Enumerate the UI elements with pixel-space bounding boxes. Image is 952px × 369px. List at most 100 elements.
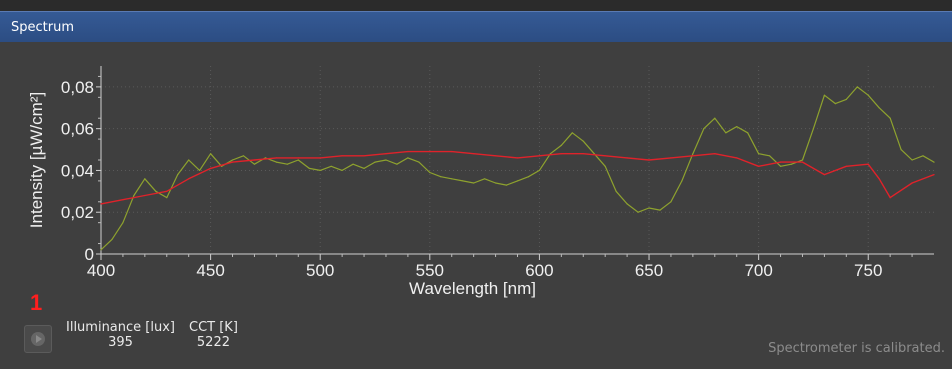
data-point-measured [922, 155, 924, 157]
data-point-measured [604, 165, 606, 167]
data-point-reference [516, 157, 519, 159]
data-point-measured [769, 155, 771, 157]
data-point-reference [231, 161, 234, 163]
data-point-measured [495, 182, 497, 184]
data-point-measured [210, 153, 212, 155]
data-point-measured [900, 149, 902, 151]
data-point-measured [199, 169, 201, 171]
data-point-measured [440, 176, 442, 178]
y-tick-label: 0,04 [61, 161, 94, 180]
data-point-reference [385, 153, 387, 155]
data-point-reference [144, 194, 146, 197]
data-point-measured [714, 117, 716, 119]
data-point-measured [878, 107, 880, 109]
data-point-measured [155, 190, 157, 192]
y-axis-label: Intensity [µW/cm²] [27, 92, 46, 228]
data-point-measured [505, 184, 508, 186]
data-point-reference [758, 165, 760, 167]
data-point-reference [100, 203, 102, 205]
x-axis-label: Wavelength [nm] [409, 279, 536, 298]
data-point-measured [889, 117, 891, 119]
data-point-reference [451, 151, 453, 153]
data-point-measured [571, 132, 573, 134]
data-point-reference [166, 190, 168, 192]
data-point-measured [736, 126, 738, 128]
cct-label: CCT [K] [189, 320, 238, 335]
play-button[interactable] [24, 325, 52, 353]
data-point-measured [242, 155, 245, 157]
illuminance-metric: Illuminance [lux] 395 [66, 320, 175, 350]
data-point-reference [429, 151, 431, 153]
y-tick-label: 0,08 [61, 78, 94, 97]
data-point-measured [670, 201, 672, 203]
spectrum-chart: 0 0,02 0,04 0,06 0,08 400 450 500 550 600 650 700 75… [0, 42, 952, 312]
data-point-measured [615, 190, 617, 192]
data-point-measured [692, 153, 694, 155]
data-point-measured [231, 159, 234, 161]
data-point-reference [714, 153, 716, 155]
x-tick-label: 400 [87, 261, 115, 280]
data-point-reference [297, 157, 299, 159]
x-tick-label: 450 [196, 261, 224, 280]
illuminance-label: Illuminance [lux] [66, 320, 175, 335]
cct-value: 5222 [196, 335, 230, 350]
data-point-measured [188, 159, 190, 161]
data-point-measured [385, 159, 387, 161]
data-point-measured [834, 103, 837, 105]
data-point-reference [780, 161, 782, 163]
data-point-measured [418, 161, 420, 163]
data-point-measured [560, 144, 562, 146]
data-point-reference [582, 153, 584, 155]
data-point-measured [297, 159, 299, 161]
data-point-measured [703, 128, 705, 130]
panel-top-border [0, 0, 952, 11]
data-point-measured [352, 163, 354, 165]
data-point-measured [286, 163, 288, 165]
data-point-reference [626, 157, 628, 159]
y-tick-label: 0,06 [61, 120, 94, 139]
data-point-measured [758, 153, 760, 155]
data-point-measured [462, 180, 464, 182]
data-point-measured [111, 238, 113, 240]
panel-title: Spectrum [11, 20, 74, 35]
series-line-reference [100, 150, 935, 205]
cct-metric: CCT [K] 5222 [189, 320, 238, 350]
data-point-reference [911, 182, 913, 184]
data-point-measured [626, 203, 628, 205]
data-point-measured [780, 165, 782, 167]
data-point-measured [801, 159, 804, 161]
x-tick-label: 550 [416, 261, 444, 280]
data-point-reference [867, 163, 869, 165]
data-point-measured [122, 222, 124, 224]
data-point-measured [341, 169, 343, 171]
marker-label: 1 [30, 290, 43, 315]
data-point-reference [363, 155, 365, 157]
data-point-measured [407, 157, 409, 159]
data-point-measured [659, 209, 661, 211]
data-point-reference [122, 199, 124, 201]
data-point-reference [319, 157, 321, 159]
x-tick-label: 600 [525, 261, 553, 280]
data-point-reference [692, 155, 694, 157]
data-point-measured [330, 165, 332, 167]
data-point-measured [473, 182, 475, 184]
data-point-measured [100, 249, 102, 251]
data-point-measured [812, 128, 815, 130]
data-point-measured [911, 159, 913, 161]
data-point-measured [396, 163, 398, 165]
data-point-measured [823, 94, 826, 96]
data-point-reference [801, 161, 804, 163]
data-point-measured [177, 174, 179, 176]
x-tick-label: 750 [854, 261, 882, 280]
data-point-measured [527, 176, 530, 178]
data-point-reference [889, 197, 891, 199]
data-point-reference [560, 153, 562, 155]
data-point-reference [878, 178, 880, 180]
data-point-reference [495, 155, 497, 157]
data-point-reference [407, 151, 409, 153]
data-point-measured [549, 153, 552, 155]
data-point-measured [648, 207, 650, 209]
data-point-measured [790, 163, 793, 165]
x-tick-label: 650 [635, 261, 663, 280]
